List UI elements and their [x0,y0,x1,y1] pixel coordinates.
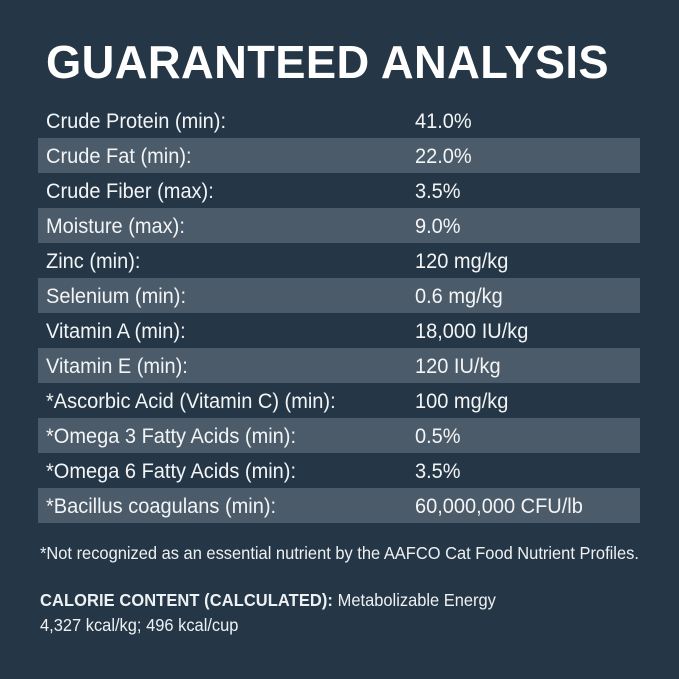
table-row: Moisture (max): 9.0% [38,208,640,243]
nutrient-name: Vitamin A (min): [46,318,186,343]
table-row: Zinc (min): 120 mg/kg [38,243,640,278]
nutrient-value: 22.0% [415,143,472,168]
nutrient-value: 120 mg/kg [415,248,509,273]
table-row: Crude Protein (min): 41.0% [38,103,640,138]
nutrient-name: *Omega 3 Fatty Acids (min): [46,423,297,448]
table-row: Selenium (min): 0.6 mg/kg [38,278,640,313]
nutrient-name: Crude Protein (min): [46,108,227,133]
aafco-footnote: *Not recognized as an essential nutrient… [40,543,639,563]
table-row: Vitamin E (min): 120 IU/kg [38,348,640,383]
nutrient-value: 0.6 mg/kg [415,283,503,308]
nutrient-value: 18,000 IU/kg [415,318,529,343]
nutrient-name: Selenium (min): [46,283,187,308]
nutrient-value: 60,000,000 CFU/lb [415,493,583,518]
table-row: Crude Fiber (max): 3.5% [38,173,640,208]
nutrient-name: Zinc (min): [46,248,141,273]
table-row: *Omega 3 Fatty Acids (min): 0.5% [38,418,640,453]
nutrient-name: Vitamin E (min): [46,353,188,378]
nutrient-value: 120 IU/kg [415,353,501,378]
nutrient-value: 0.5% [415,423,461,448]
calorie-values-line: 4,327 kcal/kg; 496 kcal/cup [40,615,239,635]
table-row: Crude Fat (min): 22.0% [38,138,640,173]
guaranteed-analysis-table: Crude Protein (min): 41.0% Crude Fat (min)… [38,103,640,523]
nutrient-value: 3.5% [415,178,461,203]
nutrient-name: Crude Fat (min): [46,143,192,168]
nutrient-name: *Omega 6 Fatty Acids (min): [46,458,297,483]
table-row: *Omega 6 Fatty Acids (min): 3.5% [38,453,640,488]
nutrient-value: 100 mg/kg [415,388,509,413]
nutrient-name: *Bacillus coagulans (min): [46,493,277,518]
calorie-content-heading-line: CALORIE CONTENT (CALCULATED): Metaboliza… [40,588,613,613]
nutrient-name: Moisture (max): [46,213,185,238]
nutrient-value: 41.0% [415,108,472,133]
nutrient-name: Crude Fiber (max): [46,178,214,203]
page-title: GUARANTEED ANALYSIS [46,36,610,88]
nutrient-value: 9.0% [415,213,461,238]
table-row: *Ascorbic Acid (Vitamin C) (min): 100 mg/… [38,383,640,418]
calorie-content-heading: CALORIE CONTENT (CALCULATED): [40,590,338,610]
table-row: Vitamin A (min): 18,000 IU/kg [38,313,640,348]
calorie-content-block: CALORIE CONTENT (CALCULATED): Metaboliza… [40,588,613,638]
calorie-energy-label: Metabolizable Energy [337,590,496,610]
nutrient-value: 3.5% [415,458,461,483]
nutrient-name: *Ascorbic Acid (Vitamin C) (min): [46,388,336,413]
table-row: *Bacillus coagulans (min): 60,000,000 CFU… [38,488,640,523]
